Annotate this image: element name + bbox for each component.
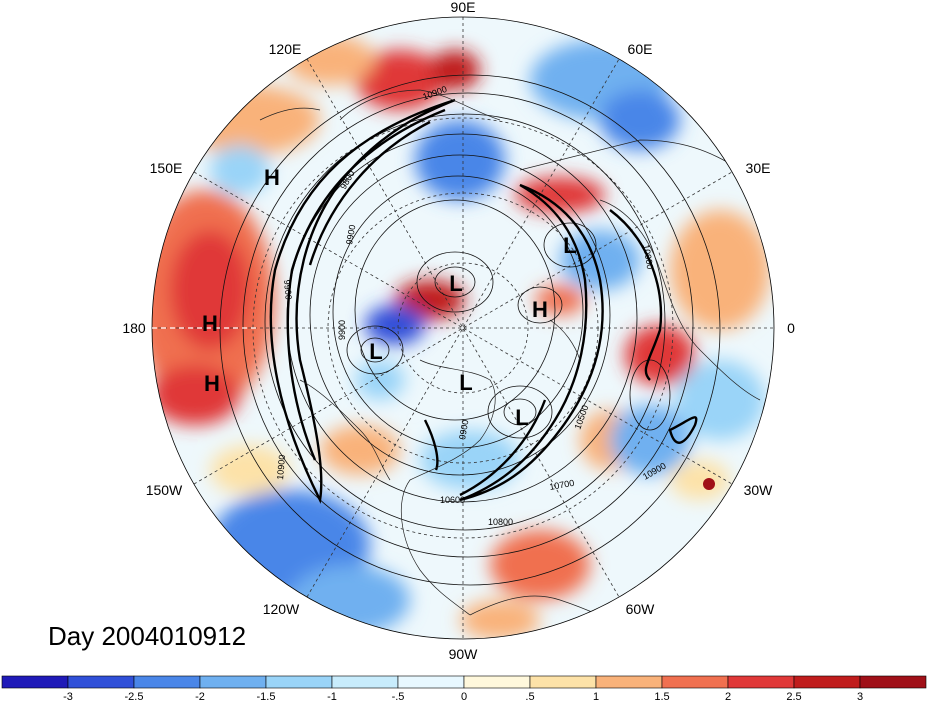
colorbar-tick-label: 3 [857, 691, 863, 702]
anomaly-shading [152, 35, 770, 639]
lon-label-30w: 30W [744, 482, 774, 498]
contour-label: 10700 [549, 478, 575, 492]
low-pressure-marker: L [369, 339, 382, 364]
colorbar-segment [529, 675, 597, 689]
high-pressure-marker: H [532, 297, 548, 322]
colorbar-segment [1, 675, 69, 689]
colorbar-segment [727, 675, 795, 689]
lon-label-90e: 90E [451, 0, 476, 15]
lon-label-30e: 30E [746, 160, 771, 176]
lon-label-150e: 150E [150, 160, 183, 176]
colorbar-tick-label: 2.5 [786, 691, 801, 702]
colorbar-tick-label: 2 [725, 691, 731, 702]
lon-label-120e: 120E [269, 41, 302, 57]
contour-label: 10600 [440, 495, 465, 505]
colorbar-tick-label: -1 [327, 691, 337, 702]
colorbar-segment [133, 675, 201, 689]
map-disk [152, 17, 774, 639]
high-pressure-marker: H [264, 165, 280, 190]
colorbar-segment [595, 675, 663, 689]
colorbar-segment [199, 675, 267, 689]
lon-label-180: 180 [122, 320, 146, 336]
colorbar-segment [793, 675, 861, 689]
contour-label: 10800 [488, 517, 513, 527]
contour-label: 9900 [457, 419, 470, 440]
colorbar-tick-label: 0 [461, 691, 467, 702]
colorbar-segment [463, 675, 531, 689]
low-pressure-marker: L [449, 271, 462, 296]
colorbar-tick-label: -3 [63, 691, 73, 702]
contour-label: 9900 [337, 320, 347, 340]
colorbar-segment [265, 675, 333, 689]
low-pressure-marker: L [459, 370, 472, 395]
colorbar-segment [859, 675, 927, 689]
jet-streams [269, 98, 698, 504]
low-pressure-marker: L [515, 405, 528, 430]
colorbar: -3 -2.5 -2 -1.5 -1 -.5 0 .5 1 1.5 2 2.5 3 [1, 675, 927, 702]
colorbar-segment [661, 675, 729, 689]
map-title: Day 2004010912 [48, 621, 246, 651]
colorbar-tick-label: -1.5 [257, 691, 276, 702]
lon-label-60w: 60W [626, 601, 656, 617]
longitude-labels: 90E 60E 30E 0 30W 60W 90W 120W 150W 180 … [122, 0, 795, 662]
contour-label: 9900 [282, 279, 294, 300]
lon-label-150w: 150W [146, 482, 183, 498]
colorbar-segment [331, 675, 399, 689]
colorbar-tick-label: 1 [593, 691, 599, 702]
colorbar-segment [397, 675, 465, 689]
contour-label: 9900 [344, 224, 357, 245]
high-pressure-marker: H [204, 371, 220, 396]
lon-label-90w: 90W [449, 646, 479, 662]
colorbar-tick-label: .5 [525, 691, 534, 702]
contour-label: 10900 [275, 454, 287, 480]
lon-label-0: 0 [787, 320, 795, 336]
lon-label-60e: 60E [628, 41, 653, 57]
lon-label-120w: 120W [263, 601, 300, 617]
colorbar-tick-label: -2 [195, 691, 205, 702]
contour-label: 10900 [641, 244, 655, 270]
colorbar-tick-label: 1.5 [654, 691, 669, 702]
low-pressure-marker: L [563, 233, 576, 258]
colorbar-tick-label: -.5 [392, 691, 405, 702]
colorbar-segment [67, 675, 135, 689]
pressure-systems: H H H L L H L L L [202, 165, 577, 430]
colorbar-tick-label: -2.5 [125, 691, 144, 702]
high-pressure-marker: H [202, 311, 218, 336]
